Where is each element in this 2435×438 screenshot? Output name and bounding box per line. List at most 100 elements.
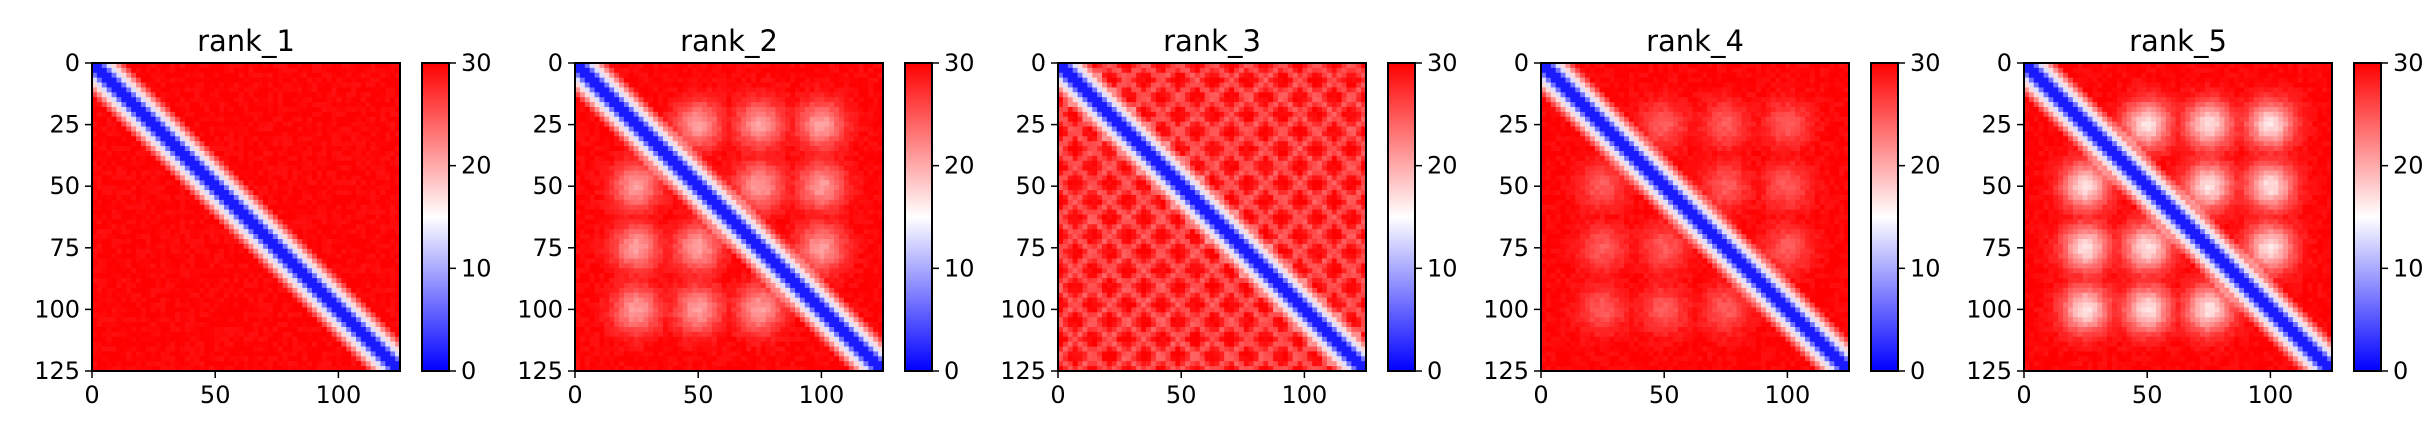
heatmap-cell: [819, 117, 824, 122]
heatmap-cell: [790, 127, 795, 132]
heatmap-cell: [332, 73, 337, 78]
heatmap-cell: [332, 78, 337, 83]
heatmap-cell: [97, 322, 102, 327]
heatmap-cell: [297, 112, 302, 117]
heatmap-cell: [346, 278, 351, 283]
heatmap-cell: [356, 200, 361, 205]
heatmap-cell: [376, 254, 381, 259]
heatmap-cell: [346, 317, 351, 322]
heatmap-cell: [283, 117, 288, 122]
heatmap-cell: [209, 117, 214, 122]
heatmap-cell: [224, 156, 229, 161]
heatmap-cell: [175, 337, 180, 342]
heatmap-cell: [815, 97, 820, 102]
heatmap-cell: [195, 244, 200, 249]
heatmap-cell: [288, 317, 293, 322]
heatmap-cell: [351, 337, 356, 342]
heatmap-cell: [151, 244, 156, 249]
heatmap-cell: [107, 332, 112, 337]
heatmap-cell: [214, 342, 219, 347]
heatmap-cell: [292, 92, 297, 97]
heatmap-cell: [268, 224, 273, 229]
heatmap-cell: [341, 361, 346, 366]
heatmap-cell: [341, 254, 346, 259]
heatmap-cell: [658, 87, 663, 92]
heatmap-cell: [288, 87, 293, 92]
heatmap-cell: [97, 68, 102, 73]
heatmap-cell: [244, 283, 249, 288]
heatmap-cell: [248, 117, 253, 122]
heatmap-cell: [146, 259, 151, 264]
heatmap-cell: [102, 136, 107, 141]
heatmap-cell: [302, 102, 307, 107]
heatmap-cell: [165, 200, 170, 205]
heatmap-cell: [170, 361, 175, 366]
heatmap-cell: [136, 127, 141, 132]
heatmap-cell: [253, 317, 258, 322]
heatmap-cell: [273, 224, 278, 229]
heatmap-cell: [156, 219, 161, 224]
heatmap-cell: [634, 97, 639, 102]
heatmap-cell: [361, 234, 366, 239]
heatmap-cell: [356, 180, 361, 185]
heatmap-cell: [376, 342, 381, 347]
heatmap-cell: [224, 332, 229, 337]
heatmap-cell: [722, 73, 727, 78]
heatmap-cell: [175, 303, 180, 308]
heatmap-cell: [214, 347, 219, 352]
heatmap-cell: [219, 107, 224, 112]
heatmap-cell: [204, 112, 209, 117]
heatmap-cell: [297, 73, 302, 78]
heatmap-cell: [151, 312, 156, 317]
heatmap-cell: [805, 112, 810, 117]
heatmap-cell: [317, 259, 322, 264]
heatmap-cell: [356, 229, 361, 234]
heatmap-cell: [160, 171, 165, 176]
heatmap-cell: [390, 361, 395, 366]
heatmap-cell: [209, 239, 214, 244]
heatmap-cell: [341, 166, 346, 171]
heatmap-cell: [258, 219, 263, 224]
heatmap-cell: [224, 351, 229, 356]
heatmap-cell: [224, 327, 229, 332]
heatmap-cell: [136, 278, 141, 283]
heatmap-cell: [346, 215, 351, 220]
heatmap-cell: [297, 351, 302, 356]
heatmap-cell: [204, 268, 209, 273]
heatmap-cell: [151, 117, 156, 122]
heatmap-cell: [209, 210, 214, 215]
heatmap-cell: [332, 141, 337, 146]
heatmap-cell: [863, 68, 868, 73]
heatmap-cell: [234, 102, 239, 107]
heatmap-cell: [376, 175, 381, 180]
heatmap-cell: [273, 278, 278, 283]
heatmap-cell: [366, 273, 371, 278]
heatmap-cell: [97, 136, 102, 141]
heatmap-cell: [229, 312, 234, 317]
heatmap-cell: [283, 337, 288, 342]
heatmap-cell: [165, 351, 170, 356]
heatmap-cell: [102, 161, 107, 166]
heatmap-cell: [131, 351, 136, 356]
heatmap-cell: [268, 283, 273, 288]
heatmap-cell: [341, 102, 346, 107]
heatmap-cell: [278, 185, 283, 190]
heatmap-cell: [244, 278, 249, 283]
heatmap-cell: [248, 273, 253, 278]
heatmap-cell: [580, 68, 585, 73]
heatmap-cell: [141, 327, 146, 332]
heatmap-cell: [102, 268, 107, 273]
heatmap-cell: [248, 361, 253, 366]
heatmap-cell: [351, 303, 356, 308]
heatmap-cell: [146, 195, 151, 200]
heatmap-cell: [224, 361, 229, 366]
heatmap-cell: [107, 210, 112, 215]
heatmap-cell: [141, 332, 146, 337]
heatmap-cell: [214, 219, 219, 224]
heatmap-cell: [244, 131, 249, 136]
heatmap-cell: [112, 332, 117, 337]
heatmap-cell: [731, 92, 736, 97]
heatmap-cell: [141, 68, 146, 73]
heatmap-cell: [292, 327, 297, 332]
heatmap-cell: [239, 195, 244, 200]
